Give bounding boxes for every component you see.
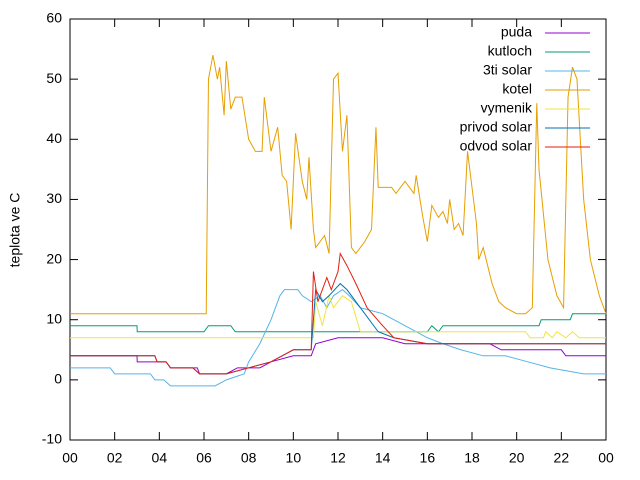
legend-label: kotel [502,81,532,97]
x-tick-label: 00 [62,450,78,466]
x-tick-label: 12 [330,450,346,466]
series-line [70,293,606,339]
x-tick-label: 18 [464,450,480,466]
legend-label: kutloch [488,43,532,59]
x-tick-label: 06 [196,450,212,466]
legend-label: 3ti solar [483,62,532,78]
series-line [70,313,606,333]
series-line [70,251,606,375]
legend-label: privod solar [460,119,533,135]
x-tick-label: 16 [420,450,436,466]
y-axis-label: teplota ve C [7,193,23,268]
x-tick-label: 08 [241,450,257,466]
x-tick-label: 10 [286,450,302,466]
x-tick-label: 20 [509,450,525,466]
y-tick-label: 20 [46,250,62,266]
x-tick-label: 02 [107,450,123,466]
x-tick-label: 00 [598,450,614,466]
series-line [70,282,606,375]
y-tick-label: 0 [54,371,62,387]
series-line [70,54,607,315]
y-tick-label: 40 [46,130,62,146]
y-tick-label: 60 [46,10,62,26]
legend-label: vymenik [481,100,533,116]
y-tick-label: 30 [46,190,62,206]
x-tick-label: 22 [554,450,570,466]
y-tick-label: 50 [46,70,62,86]
x-tick-label: 14 [375,450,391,466]
y-tick-label: 10 [46,310,62,326]
y-tick-label: -10 [42,431,62,447]
x-tick-label: 04 [152,450,168,466]
legend-label: odvod solar [460,138,533,154]
legend-label: puda [501,24,532,40]
